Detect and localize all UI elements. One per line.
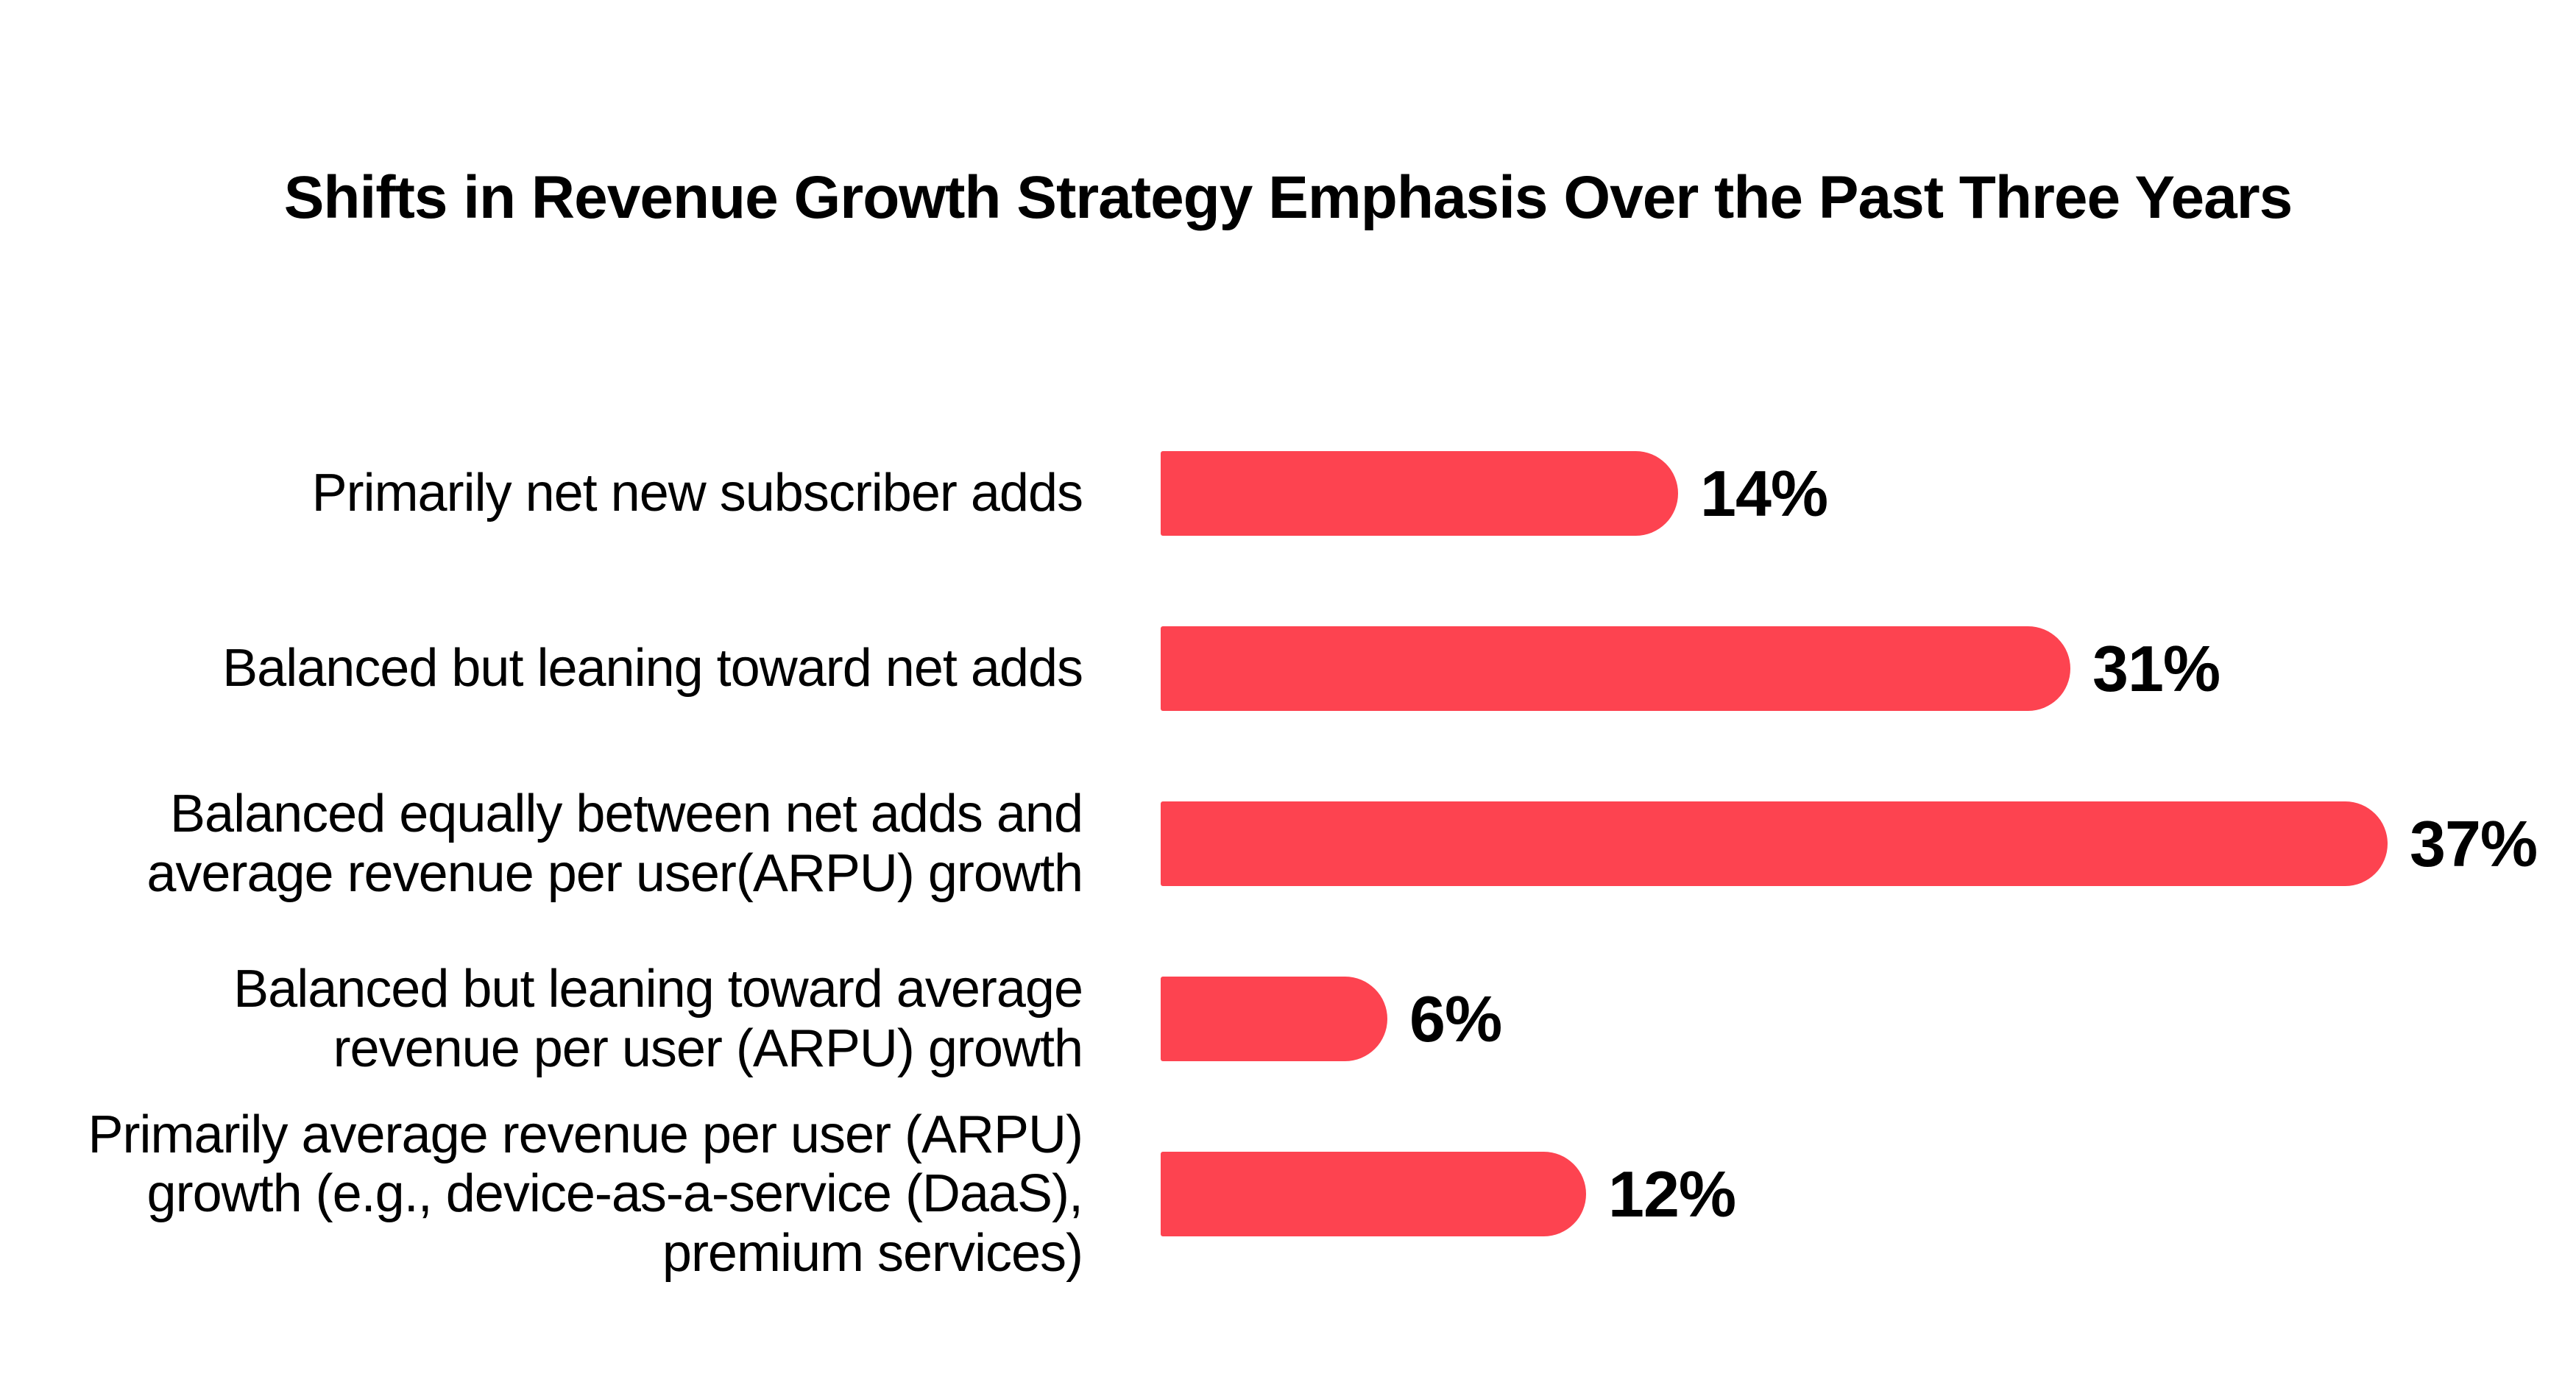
bar xyxy=(1161,451,1678,536)
bar-label: Balanced equally between net adds and av… xyxy=(146,784,1083,903)
bar-value-label: 14% xyxy=(1700,456,1828,530)
bar xyxy=(1161,626,2070,711)
bar-track: 12% xyxy=(1161,1152,2576,1236)
bar-label: Balanced but leaning toward average reve… xyxy=(233,959,1083,1078)
bar-row: Primarily net new subscriber adds 14% xyxy=(0,451,2576,536)
bar-track: 6% xyxy=(1161,977,2576,1061)
chart-title: Shifts in Revenue Growth Strategy Emphas… xyxy=(283,164,2293,231)
bar-row: Balanced equally between net adds and av… xyxy=(0,784,2576,903)
bar-chart: Primarily net new subscriber adds 14% Ba… xyxy=(0,451,2576,1283)
bar-row: Primarily average revenue per user (ARPU… xyxy=(0,1105,2576,1283)
bar-track: 37% xyxy=(1161,801,2576,886)
bar xyxy=(1161,1152,1586,1236)
bar-label: Primarily average revenue per user (ARPU… xyxy=(88,1105,1083,1283)
bar xyxy=(1161,977,1387,1061)
bar-value-label: 12% xyxy=(1608,1157,1736,1230)
bar-value-label: 37% xyxy=(2410,807,2538,880)
bar-row: Balanced but leaning toward average reve… xyxy=(0,960,2576,1078)
bar-value-label: 31% xyxy=(2092,631,2221,705)
bar-track: 31% xyxy=(1161,626,2576,711)
bar-label: Primarily net new subscriber adds xyxy=(311,464,1083,523)
bar-row: Balanced but leaning toward net adds 31% xyxy=(0,626,2576,711)
bar-track: 14% xyxy=(1161,451,2576,536)
bar-value-label: 6% xyxy=(1409,982,1502,1055)
bar-label: Balanced but leaning toward net adds xyxy=(222,639,1083,698)
bar xyxy=(1161,801,2388,886)
